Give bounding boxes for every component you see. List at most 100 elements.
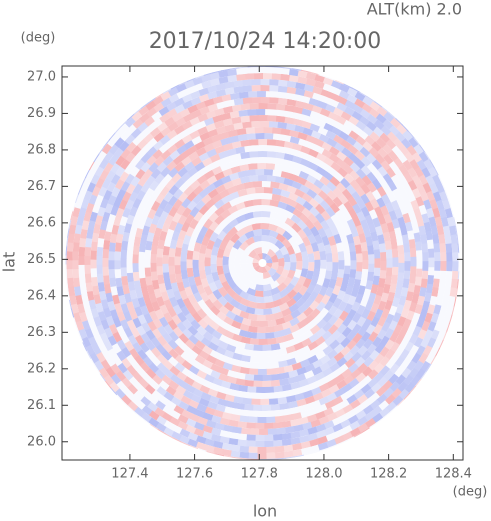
echo-cell (280, 420, 292, 428)
echo-cell (375, 386, 387, 398)
echo-cell (143, 132, 155, 144)
echo-cell (334, 221, 345, 233)
echo-cell (242, 85, 253, 93)
echo-cell (255, 132, 266, 140)
echo-cell (152, 235, 160, 246)
echo-cell (210, 433, 222, 442)
echo-cell (325, 217, 336, 229)
echo-cell (100, 318, 110, 330)
echo-cell (457, 243, 460, 254)
echo-cell (223, 329, 235, 340)
echo-cell (137, 138, 149, 150)
echo-cell (325, 130, 337, 141)
echo-cell (156, 256, 163, 267)
echo-cell (187, 334, 199, 345)
echo-cell (198, 384, 210, 394)
echo-cell (312, 157, 324, 167)
echo-cell (324, 196, 335, 207)
echo-cell (363, 388, 375, 400)
echo-cell (229, 191, 240, 201)
echo-cell (129, 156, 140, 168)
echo-cell (78, 206, 87, 218)
echo-cell (433, 269, 441, 280)
echo-cell (156, 361, 168, 373)
echo-cell (187, 399, 200, 409)
echo-cell (120, 346, 132, 358)
echo-cell (72, 241, 80, 252)
echo-cell (428, 166, 438, 179)
echo-cell (99, 157, 110, 170)
echo-cell (441, 295, 450, 307)
echo-cell (223, 247, 232, 258)
echo-cell (330, 86, 343, 96)
echo-cell (87, 335, 98, 347)
echo-cell (187, 144, 199, 155)
echo-cell (353, 389, 365, 400)
echo-cell (397, 152, 408, 164)
echo-cell (140, 161, 152, 173)
echo-cell (309, 123, 321, 133)
echo-cell (212, 440, 224, 449)
echo-cell (78, 246, 86, 257)
echo-cell (281, 321, 292, 330)
echo-cell (223, 180, 234, 190)
echo-cell (422, 252, 429, 262)
echo-cell (290, 167, 302, 177)
echo-cell (148, 292, 158, 304)
echo-cell (174, 124, 186, 135)
echo-cell (220, 209, 232, 220)
echo-cell (317, 126, 329, 137)
echo-cell (295, 373, 307, 383)
echo-cell (333, 373, 345, 384)
echo-cell (252, 404, 263, 412)
echo-cell (139, 395, 152, 407)
echo-cell (258, 150, 268, 158)
echo-cell (275, 317, 286, 326)
echo-cell (351, 191, 362, 203)
echo-cell (255, 271, 264, 280)
echo-cell (350, 287, 360, 298)
echo-cell (261, 234, 271, 242)
echo-cell (159, 112, 171, 123)
echo-cell (355, 186, 366, 198)
echo-cell (178, 80, 189, 86)
echo-cell (195, 369, 208, 380)
echo-cell (308, 444, 320, 454)
echo-cell (233, 80, 244, 88)
echo-cell (157, 274, 165, 285)
echo-cell (410, 256, 417, 267)
echo-cell (168, 167, 179, 178)
echo-cell (244, 373, 255, 381)
echo-cell (270, 286, 281, 296)
echo-cell (314, 350, 326, 361)
echo-cell (134, 398, 146, 410)
echo-cell (115, 165, 126, 178)
echo-cell (198, 93, 210, 103)
echo-cell (367, 271, 375, 282)
echo-cell (196, 325, 207, 336)
echo-cell (131, 127, 143, 139)
echo-cell (363, 227, 372, 239)
echo-cell (423, 221, 432, 233)
echo-cell (232, 408, 243, 416)
echo-cell (391, 200, 401, 212)
echo-cell (196, 174, 208, 185)
echo-cell (100, 219, 109, 231)
echo-cell (186, 191, 198, 202)
echo-cell (146, 154, 158, 166)
echo-cell (438, 234, 446, 245)
echo-cell (295, 88, 306, 97)
echo-cell (326, 261, 333, 272)
echo-cell (152, 95, 165, 106)
x-tick-label: 128.4 (435, 467, 472, 482)
echo-cell (368, 209, 378, 220)
echo-cell (88, 165, 98, 177)
echo-cell (162, 332, 173, 344)
echo-cell (184, 161, 196, 172)
echo-cell (395, 131, 407, 143)
echo-cell (205, 273, 215, 285)
echo-cell (96, 149, 108, 162)
echo-cell (167, 121, 180, 132)
echo-cell (448, 314, 453, 325)
echo-cell (100, 298, 109, 310)
